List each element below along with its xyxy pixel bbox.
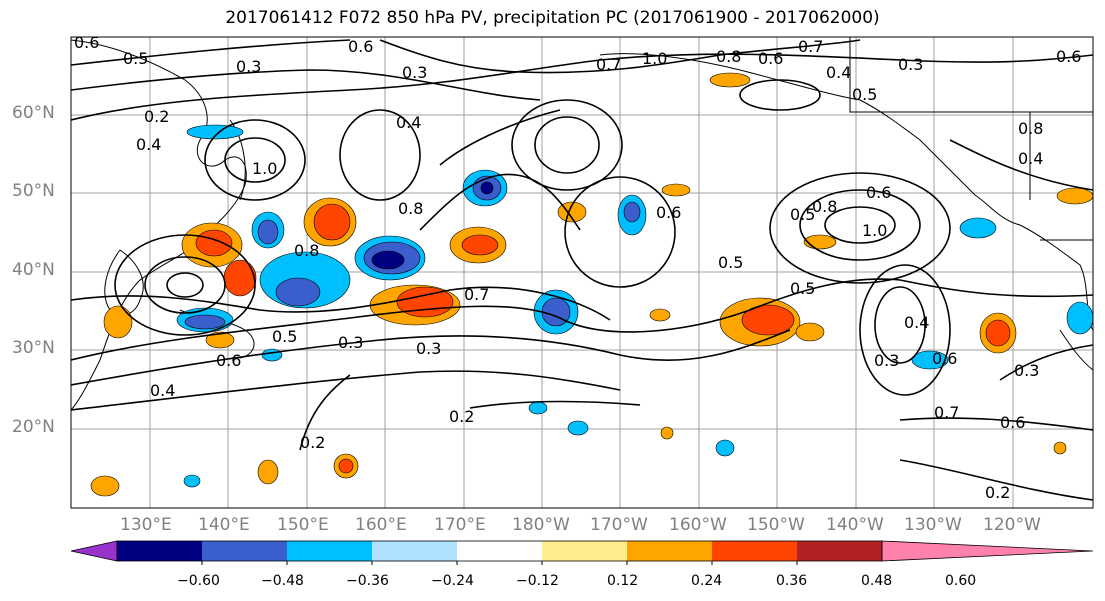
contour-label: 0.5: [718, 253, 743, 272]
contour-label: 0.8: [716, 47, 741, 66]
coastlines: [71, 37, 1093, 411]
lon-label-150w: 150°W: [747, 515, 805, 535]
contour-label: 0.7: [798, 37, 823, 56]
contour-label: 0.8: [812, 197, 837, 216]
contour-label: 0.2: [144, 107, 169, 126]
contour-label: 1.0: [862, 221, 887, 240]
cb-tick-label-9: 0.48: [861, 573, 893, 589]
contour-label: 0.6: [866, 183, 891, 202]
contour-label: 0.3: [898, 55, 923, 74]
cb-tick-label-4: −0.24: [431, 573, 474, 589]
colorbar-bin: [627, 541, 712, 561]
colorbar-bin: [457, 541, 542, 561]
colorbar-bin: [542, 541, 627, 561]
contour-label: 0.6: [348, 37, 373, 56]
contour-label: 0.4: [136, 135, 161, 154]
cb-tick-label-6: 0.12: [607, 573, 639, 589]
contour-label: 0.5: [790, 205, 815, 224]
colorbar-extend-low: [70, 540, 118, 562]
contour-label: 0.3: [416, 339, 441, 358]
contour-label: 0.5: [123, 49, 148, 68]
contour-label: 1.0: [252, 159, 277, 178]
contour-label: 0.8: [294, 241, 319, 260]
contour-label: 0.5: [272, 327, 297, 346]
contour-label: 1.0: [642, 49, 667, 68]
lon-label-160w: 160°W: [669, 515, 727, 535]
colorbar-bin: [712, 541, 797, 561]
lat-label-50n: 50°N: [12, 181, 55, 201]
contour-label: 0.6: [1056, 47, 1081, 66]
contour-label: 0.8: [398, 199, 423, 218]
colorbar-bin: [372, 541, 457, 561]
contour-label: 0.3: [338, 333, 363, 352]
cb-tick-label-7: 0.24: [691, 573, 723, 589]
colorbar-bin: [202, 541, 287, 561]
precipitation-shading: [90, 72, 1093, 497]
cb-tick-label-3: −0.36: [346, 573, 389, 589]
lon-label-170w: 170°W: [590, 515, 648, 535]
contour-label: 0.3: [1014, 361, 1039, 380]
colorbar-outline: [116, 540, 883, 562]
contour-label: 0.2: [985, 483, 1010, 502]
contour-label: 0.6: [216, 351, 241, 370]
lon-label-180w: 180°W: [512, 515, 570, 535]
contour-label: 0.4: [826, 63, 851, 82]
colorbar-bin: [797, 541, 882, 561]
map-title: 2017061412 F072 850 hPa PV, precipitatio…: [225, 8, 880, 28]
contour-labels: 0.6 0.5 0.3 0.6 0.3 0.7 1.0 0.8 0.6 0.7 …: [74, 33, 1081, 502]
contour-label: 0.4: [904, 313, 929, 332]
lon-label-130e: 130°E: [120, 515, 172, 535]
lat-label-30n: 30°N: [12, 338, 55, 358]
colorbar-extend-high: [881, 540, 1094, 562]
lon-label-170e: 170°E: [434, 515, 486, 535]
contour-label: 0.2: [300, 433, 325, 452]
lat-label-60n: 60°N: [12, 103, 55, 123]
lon-label-160e: 160°E: [355, 515, 407, 535]
cb-tick-label-8: 0.36: [776, 573, 808, 589]
contour-label: 0.5: [852, 85, 877, 104]
lon-label-150e: 150°E: [277, 515, 329, 535]
contour-label: 0.8: [1018, 119, 1043, 138]
colorbar-bin: [117, 541, 202, 561]
contour-label: 0.6: [758, 49, 783, 68]
contour-label: 0.6: [1000, 413, 1025, 432]
contour-label: 0.3: [402, 63, 427, 82]
lat-label-20n: 20°N: [12, 417, 55, 437]
contour-label: 0.7: [596, 55, 621, 74]
lon-label-130w: 130°W: [904, 515, 962, 535]
contour-label: 0.3: [236, 57, 261, 76]
contour-label: 0.2: [449, 407, 474, 426]
map-frame: [70, 36, 1094, 509]
contour-label: 0.5: [790, 279, 815, 298]
contour-label: 0.7: [464, 285, 489, 304]
cb-tick-label-1: −0.60: [177, 573, 220, 589]
pv-contours: [71, 39, 1093, 501]
lon-label-120w: 120°W: [983, 515, 1041, 535]
contour-label: 0.6: [74, 33, 99, 52]
lon-label-140w: 140°W: [826, 515, 884, 535]
contour-label: 0.7: [934, 403, 959, 422]
lat-label-40n: 40°N: [12, 260, 55, 280]
lon-label-140e: 140°E: [198, 515, 250, 535]
contour-label: 0.4: [396, 113, 421, 132]
cb-tick-label-10: 0.60: [945, 573, 977, 589]
contour-label: 0.3: [874, 351, 899, 370]
contour-label: 0.4: [150, 381, 175, 400]
colorbar: [70, 540, 1094, 565]
cb-tick-label-2: −0.48: [261, 573, 304, 589]
contour-label: 0.4: [1018, 149, 1043, 168]
contour-label: 0.6: [656, 203, 681, 222]
cb-tick-label-5: −0.12: [516, 573, 559, 589]
colorbar-bin: [287, 541, 372, 561]
contour-label: 0.6: [932, 349, 957, 368]
